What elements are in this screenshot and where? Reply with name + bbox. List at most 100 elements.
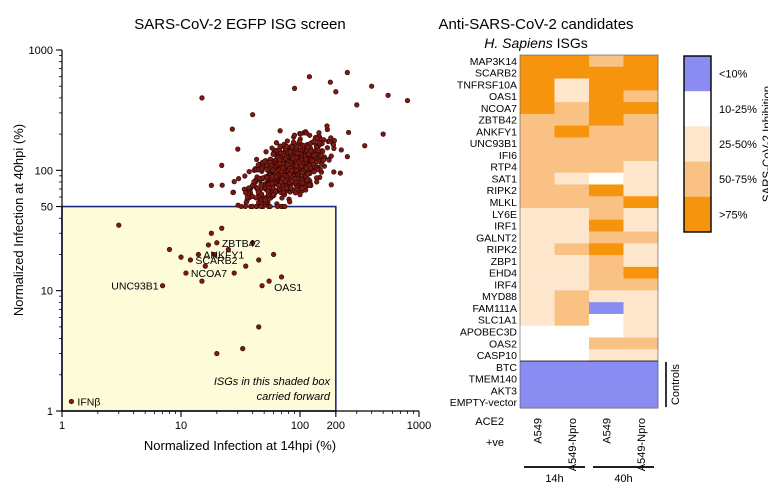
heatmap-cell [589, 184, 624, 197]
heatmap-cell [589, 172, 624, 185]
point-label: ZBTB42 [222, 238, 261, 250]
heatmap-row-label: IRF4 [494, 279, 517, 291]
scatter-axes: 1 10 100 200 1000 1 10 50 100 1000 [29, 45, 432, 432]
heatmap-cell [623, 290, 659, 303]
scatter-point [385, 92, 391, 98]
scatter-point [311, 161, 317, 168]
scatter-point [166, 246, 173, 253]
heatmap-cell [623, 361, 659, 374]
heatmap-cell [520, 290, 555, 303]
heatmap-cell [554, 313, 590, 327]
heatmap-cell [623, 66, 659, 79]
heatmap-cell [589, 102, 624, 115]
scatter-point [243, 263, 249, 269]
heatmap-cell [623, 266, 659, 279]
scatter-point [240, 346, 246, 352]
heatmap-cell [554, 137, 590, 150]
heatmap-cell [520, 113, 555, 126]
heatmap-cell [520, 313, 555, 327]
scatter-point [319, 161, 325, 167]
heatmap-cell [554, 55, 590, 68]
legend-label: >75% [719, 209, 748, 221]
scatter-point [229, 126, 235, 132]
scatter-point [263, 149, 269, 155]
heatmap-cells [519, 54, 659, 409]
scatter-point [303, 156, 309, 162]
heatmap-row-label: NCOA7 [481, 103, 517, 115]
scatter-point [337, 170, 343, 176]
heatmap-cell [589, 66, 624, 79]
point-label: ANKFY1 [203, 249, 244, 261]
heatmap-row-label: RIPK2 [487, 244, 518, 256]
heatmap-cell [623, 337, 659, 350]
scatter-point [214, 350, 220, 357]
heatmap-row-label: SLC1A1 [478, 315, 517, 327]
heatmap-cell [520, 372, 555, 385]
heatmap-row-label: EHD4 [489, 268, 517, 280]
heatmap-cell [589, 196, 624, 209]
heatmap-subtitle-rest: ISGs [553, 35, 588, 51]
scatter-point [344, 69, 350, 76]
heatmap-row-label: GALNT2 [476, 232, 517, 244]
heatmap-col-label: A549-Npro [636, 418, 648, 471]
heatmap-cell [554, 325, 590, 338]
scatter-point [250, 240, 256, 246]
heatmap-cell [589, 266, 624, 279]
y-tick-label: 1000 [29, 45, 53, 57]
y-tick-label: 1 [47, 406, 53, 418]
heatmap-cell [623, 125, 659, 138]
scatter-point [211, 251, 217, 258]
scatter-point [328, 182, 334, 188]
scatter-point [299, 170, 305, 176]
legend-swatch [684, 126, 711, 162]
heatmap-column-labels: A549 A549-Npro A549 A549-Npro [532, 418, 648, 471]
heatmap-cell [623, 90, 659, 103]
scatter-point [314, 179, 320, 185]
scatter-point [291, 132, 298, 138]
heatmap-cell [520, 66, 555, 79]
heatmap-cell [623, 78, 659, 91]
scatter-point [305, 144, 311, 150]
heatmap-cell [520, 184, 555, 197]
scatter-point [289, 168, 295, 174]
heatmap-cell [520, 172, 555, 185]
scatter-point [253, 195, 259, 201]
heatmap-cell [589, 243, 624, 256]
scatter-point [250, 112, 256, 118]
heatmap-row-label: EMPTY-vector [450, 397, 518, 409]
heatmap-cell [554, 160, 590, 173]
scatter-point [258, 203, 264, 210]
heatmap-row-label: OAS2 [489, 338, 517, 350]
heatmap-cell [623, 255, 659, 268]
heatmap-cell [554, 243, 590, 256]
x-tick-label: 1 [59, 420, 65, 432]
scatter-point [294, 144, 300, 150]
scatter-point [354, 102, 360, 108]
heatmap-cell [520, 90, 555, 103]
legend-swatch [684, 91, 711, 127]
scatter-point [195, 251, 201, 258]
scatter-point [208, 230, 214, 236]
heatmap-row-label: OAS1 [489, 91, 517, 103]
heatmap-cell [623, 384, 659, 397]
scatter-point [404, 97, 411, 104]
scatter-point [271, 251, 277, 258]
scatter-point [303, 165, 309, 171]
scatter-point [316, 140, 322, 146]
heatmap-cell [554, 290, 590, 303]
scatter-point [298, 131, 304, 137]
heatmap-cell [589, 78, 624, 91]
scatter-point [345, 129, 352, 136]
heatmap-cell [520, 231, 555, 244]
heatmap-cell [623, 325, 659, 338]
scatter-point [255, 189, 261, 195]
scatter-point [116, 222, 122, 228]
scatter-point [287, 199, 293, 205]
legend-swatch [684, 196, 711, 233]
scatter-point [328, 135, 334, 141]
scatter-point [289, 178, 295, 184]
heatmap-row-label: RIPK2 [487, 185, 518, 197]
scatter-point [269, 181, 275, 187]
scatter-point [315, 147, 321, 153]
scatter-point [283, 155, 289, 161]
